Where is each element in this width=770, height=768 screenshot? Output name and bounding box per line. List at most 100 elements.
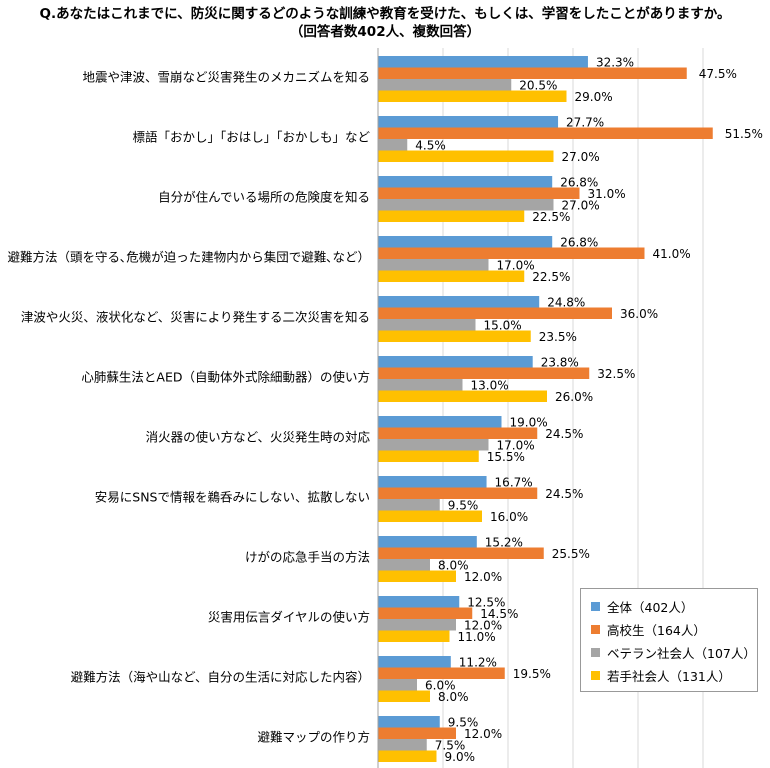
bar [378, 236, 553, 248]
data-label: 27.0% [562, 150, 600, 164]
data-label: 9.5% [448, 498, 479, 512]
data-label: 24.5% [545, 487, 583, 501]
bars [378, 56, 713, 762]
category-label: 標語「おかし」「おはし」「おかしも」など [132, 130, 370, 145]
category-label: 避難方法（海や山など、自分の生活に対応した内容） [71, 670, 370, 685]
bar [378, 296, 540, 308]
bar [378, 356, 533, 368]
data-label: 15.5% [487, 450, 525, 464]
data-label: 11.0% [458, 630, 496, 644]
data-label: 25.5% [552, 547, 590, 561]
data-label: 32.5% [597, 367, 635, 381]
data-label: 6.0% [425, 678, 456, 692]
data-label: 26.0% [555, 390, 593, 404]
legend-swatch [591, 671, 600, 680]
category-label: 安易にSNSで情報を鵜呑みにしない、拡散しない [95, 490, 370, 505]
data-label: 24.5% [545, 427, 583, 441]
data-label: 16.7% [495, 475, 533, 489]
category-label: 避難マップの作り方 [257, 730, 370, 745]
bar [378, 139, 408, 151]
data-label: 22.5% [532, 270, 570, 284]
legend-item: 全体（402人） [591, 595, 757, 618]
bar [378, 510, 482, 522]
bar [378, 547, 544, 559]
bar [378, 116, 559, 128]
bar [378, 79, 512, 91]
bar [378, 619, 456, 631]
data-label: 23.5% [539, 330, 577, 344]
bar [378, 427, 538, 439]
data-label: 20.5% [519, 78, 557, 92]
bar [378, 596, 460, 608]
bar [378, 56, 588, 68]
data-label: 26.8% [560, 235, 598, 249]
data-label: 26.8% [560, 175, 598, 189]
bar [378, 570, 456, 582]
bar [378, 450, 479, 462]
bar [378, 247, 645, 259]
data-label: 29.0% [575, 90, 613, 104]
legend-swatch [591, 648, 600, 657]
data-label: 12.0% [464, 618, 502, 632]
bar [378, 750, 437, 762]
data-label: 16.0% [490, 510, 528, 524]
legend-label: 全体（402人） [607, 600, 694, 615]
bar [378, 367, 590, 379]
bar [378, 90, 567, 102]
data-label: 12.5% [467, 595, 505, 609]
data-label: 32.3% [596, 55, 634, 69]
category-label: 災害用伝言ダイヤルの使い方 [208, 610, 370, 625]
data-label: 47.5% [699, 67, 737, 81]
data-label: 15.2% [485, 535, 523, 549]
bar [378, 259, 489, 271]
legend-swatch [591, 625, 600, 634]
data-label: 13.0% [471, 378, 509, 392]
category-label: 消火器の使い方など、火災発生時の対応 [146, 430, 371, 445]
bar [378, 716, 440, 728]
bar [378, 127, 713, 139]
bar [378, 499, 440, 511]
bar [378, 67, 687, 79]
data-label: 8.0% [438, 558, 469, 572]
data-label: 11.2% [459, 655, 497, 669]
gridlines [442, 48, 704, 768]
legend-swatch [591, 602, 600, 611]
data-label: 19.5% [513, 667, 551, 681]
data-label: 41.0% [653, 247, 691, 261]
category-label: 自分が住んでいる場所の危険度を知る [158, 190, 370, 205]
chart-subtitle: （回答者数402人、複数回答） [289, 24, 481, 40]
bar [378, 439, 489, 451]
bar [378, 630, 450, 642]
bar [378, 487, 538, 499]
data-label: 4.5% [415, 138, 446, 152]
legend-label: 若手社会人（131人） [607, 669, 731, 684]
legend-item: ベテラン社会人（107人） [591, 641, 757, 664]
bar [378, 679, 417, 691]
data-label: 31.0% [588, 187, 626, 201]
bar [378, 176, 553, 188]
bar [378, 150, 554, 162]
data-label: 12.0% [464, 570, 502, 584]
bar [378, 187, 580, 199]
data-label: 12.0% [464, 727, 502, 741]
data-label: 23.8% [541, 355, 579, 369]
data-label: 9.5% [448, 715, 479, 729]
bar [378, 210, 525, 222]
bar [378, 607, 473, 619]
category-labels: 地震や津波、雪崩など災害発生のメカニズムを知る標語「おかし」「おはし」「おかしも… [7, 70, 370, 745]
bar [378, 379, 463, 391]
category-label: けがの応急手当の方法 [245, 550, 370, 565]
value-labels: 32.3% 47.5% 20.5% 29.0% 27.7% 51.5% 4.5% 27.0% 2… [415, 55, 763, 764]
bar [378, 559, 430, 571]
data-label: 51.5% [725, 127, 763, 141]
legend-label: 高校生（164人） [607, 623, 706, 638]
data-label: 9.0% [445, 750, 476, 764]
category-label: 避難方法（頭を守る､危機が迫った建物内から集団で避難､など） [7, 250, 370, 265]
data-label: 27.7% [566, 115, 604, 129]
data-label: 14.5% [480, 607, 518, 621]
bar [378, 476, 487, 488]
legend-item: 若手社会人（131人） [591, 664, 757, 687]
bar [378, 307, 612, 319]
legend-label: ベテラン社会人（107人） [607, 646, 756, 661]
